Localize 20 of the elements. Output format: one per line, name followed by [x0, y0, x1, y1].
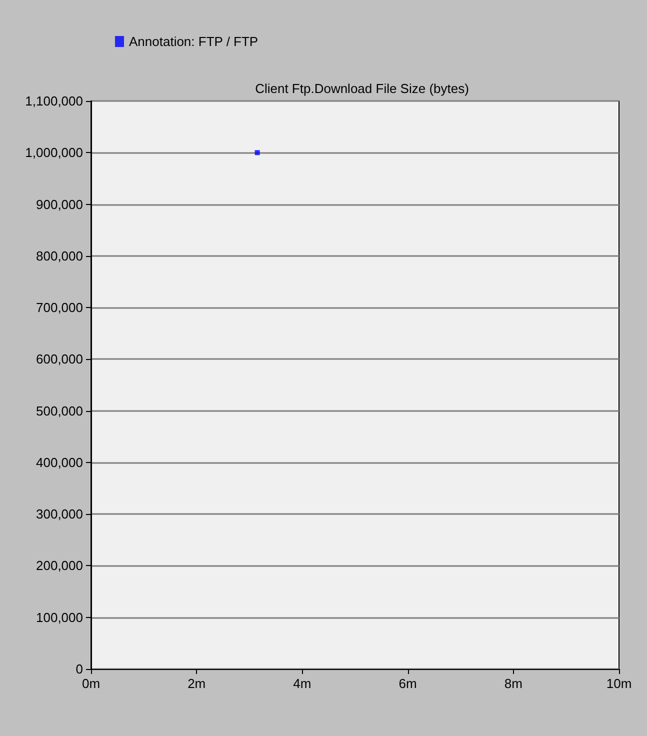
y-tick-label: 1,000,000 — [25, 145, 83, 160]
y-tick-label: 900,000 — [36, 196, 83, 212]
x-tick-label: 2m — [188, 676, 206, 691]
y-tick-label: 200,000 — [36, 558, 83, 574]
chart-title: Client Ftp.Download File Size (bytes) — [255, 81, 469, 96]
y-tick-label: 700,000 — [36, 300, 83, 316]
y-tick-label: 100,000 — [36, 610, 83, 625]
y-tick-label: 1,100,000 — [25, 94, 83, 108]
x-tick-label: 10m — [606, 676, 632, 691]
y-tick-label: 0 — [76, 662, 83, 676]
x-tick-label: 0m — [82, 676, 100, 691]
y-tick-label: 500,000 — [36, 403, 83, 418]
y-tick-label: 300,000 — [36, 506, 83, 522]
legend-label: Annotation: FTP / FTP — [129, 34, 258, 49]
x-tick-label: 6m — [398, 676, 417, 691]
x-tick-label: 4m — [293, 676, 312, 691]
y-tick-label: 800,000 — [36, 248, 83, 264]
x-tick-label: 8m — [504, 676, 522, 691]
y-tick-label: 600,000 — [36, 352, 83, 367]
y-tick-label: 400,000 — [36, 454, 83, 470]
